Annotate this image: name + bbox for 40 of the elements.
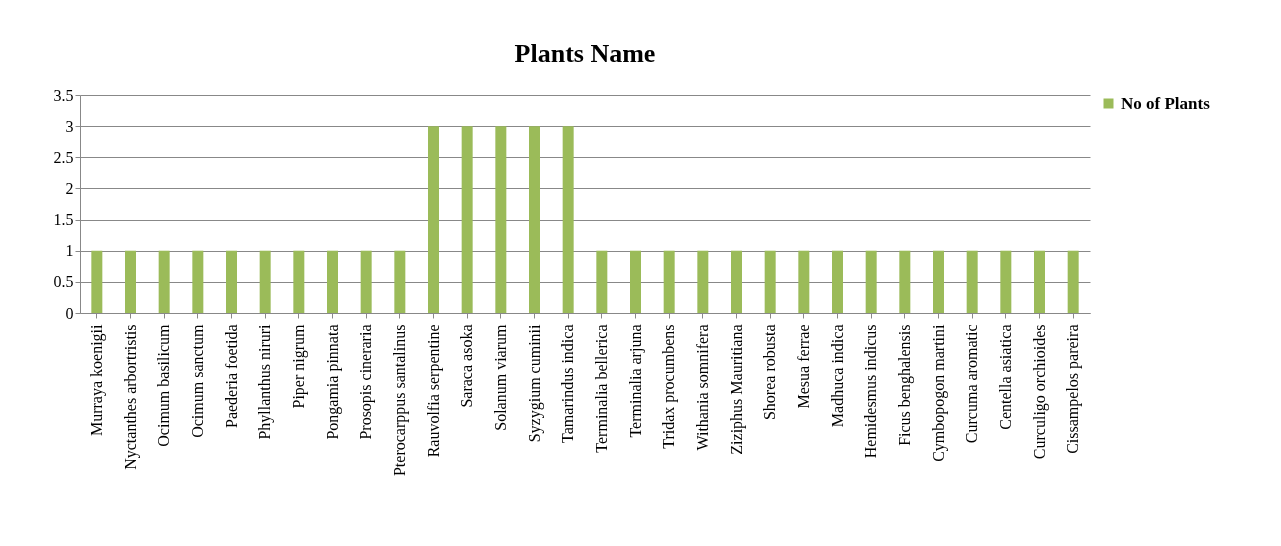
- x-tick-label: Ficus benghalensis: [895, 324, 914, 446]
- x-tick-label: Rauvolfia serpentine: [424, 324, 443, 458]
- x-tick-label: Shorea robusta: [761, 324, 779, 421]
- x-tick-label: Syzygium cuminii: [525, 323, 544, 443]
- x-tick-label: Phyllanthus niruri: [256, 323, 275, 440]
- x-tick-label: Tamarindus indica: [559, 324, 577, 443]
- x-tick-label: Centella asiatica: [996, 324, 1014, 430]
- x-tick-label: Cymbopogon martini: [929, 323, 948, 462]
- y-tick-label: 1.5: [53, 211, 74, 229]
- x-tick-label: Saraca asoka: [458, 324, 476, 408]
- x-tick-label: Terminalia arjuna: [626, 324, 645, 438]
- x-tick-label: Terminalia bellerica: [592, 324, 610, 453]
- x-tick-label: Pongamia pinnata: [323, 324, 342, 440]
- legend-label: No of Plants: [1121, 93, 1211, 113]
- x-tick-label: Solanum viarum: [491, 323, 509, 431]
- chart-title: Plants Name: [514, 39, 656, 68]
- y-tick-label: 0: [65, 304, 74, 322]
- x-tick-label: Curcuma aromatic: [963, 324, 981, 444]
- y-tick-label: 3: [65, 117, 74, 135]
- x-tick-label: Paederia foetida: [222, 324, 240, 428]
- y-tick-label: 0.5: [53, 273, 74, 291]
- x-tick-label: Mesua ferrae: [794, 324, 812, 409]
- y-tick-label: 2: [65, 179, 74, 197]
- x-tick-label: Ocimum sanctum: [188, 323, 206, 438]
- y-tick-label: 3.5: [53, 86, 74, 104]
- x-tick-label: Cissampelos pareira: [1064, 324, 1083, 454]
- x-tick-label: Curculigo orchioides: [1030, 324, 1049, 460]
- x-tick-label: Hemidesmus indicus: [862, 324, 880, 459]
- x-tick-label: Ocimum basilicum: [155, 323, 173, 447]
- x-tick-label: Withania somnifera: [693, 324, 711, 451]
- x-tick-label: Nyctanthes arbortristis: [121, 324, 140, 470]
- x-tick-label: Piper nigrum: [289, 323, 308, 409]
- x-tick-label: Prosopis cineraria: [357, 324, 376, 440]
- x-tick-label: Pterocarppus santalinus: [390, 324, 409, 477]
- y-tick-label: 1: [65, 242, 74, 260]
- x-tick-label: Tridax procumbens: [660, 324, 679, 449]
- x-tick-label: Murraya koenigii: [87, 323, 106, 437]
- x-tick-label: Madhuca indica: [828, 324, 846, 428]
- x-tick-label: Ziziphus Mauritiana: [727, 324, 746, 455]
- y-tick-label: 2.5: [53, 148, 74, 166]
